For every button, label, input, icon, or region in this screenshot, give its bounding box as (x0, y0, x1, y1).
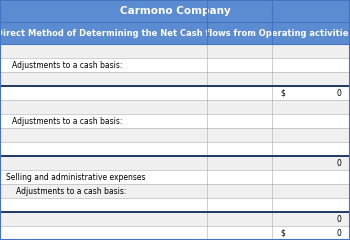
Bar (0, 142, 350, 156)
Bar (0, 184, 350, 198)
Bar (0, 128, 350, 142)
Bar (0, 170, 350, 184)
Bar (0, 100, 350, 114)
Bar (0, 44, 350, 58)
Text: 0: 0 (336, 228, 341, 238)
Bar (0, 86, 350, 100)
Bar (0, 198, 350, 212)
Bar (0, 226, 350, 240)
Text: Carmono Company: Carmono Company (120, 6, 230, 16)
Text: $: $ (280, 228, 285, 238)
Text: 0: 0 (336, 215, 341, 223)
Text: Adjustments to a cash basis:: Adjustments to a cash basis: (15, 186, 126, 196)
Text: Direct Method of Determining the Net Cash flows from Operating activities: Direct Method of Determining the Net Cas… (0, 29, 350, 38)
Bar (0, 156, 350, 170)
Bar (0, 114, 350, 128)
Bar (0, 22, 350, 44)
Bar (0, 58, 350, 72)
Bar (0, 212, 350, 226)
Text: $: $ (280, 89, 285, 98)
Text: 0: 0 (336, 89, 341, 98)
Bar (0, 72, 350, 86)
Text: 0: 0 (336, 159, 341, 168)
Text: Adjustments to a cash basis:: Adjustments to a cash basis: (12, 61, 122, 70)
Text: Selling and administrative expenses: Selling and administrative expenses (6, 173, 145, 181)
Bar (0, 0, 350, 22)
Text: Adjustments to a cash basis:: Adjustments to a cash basis: (12, 117, 122, 126)
